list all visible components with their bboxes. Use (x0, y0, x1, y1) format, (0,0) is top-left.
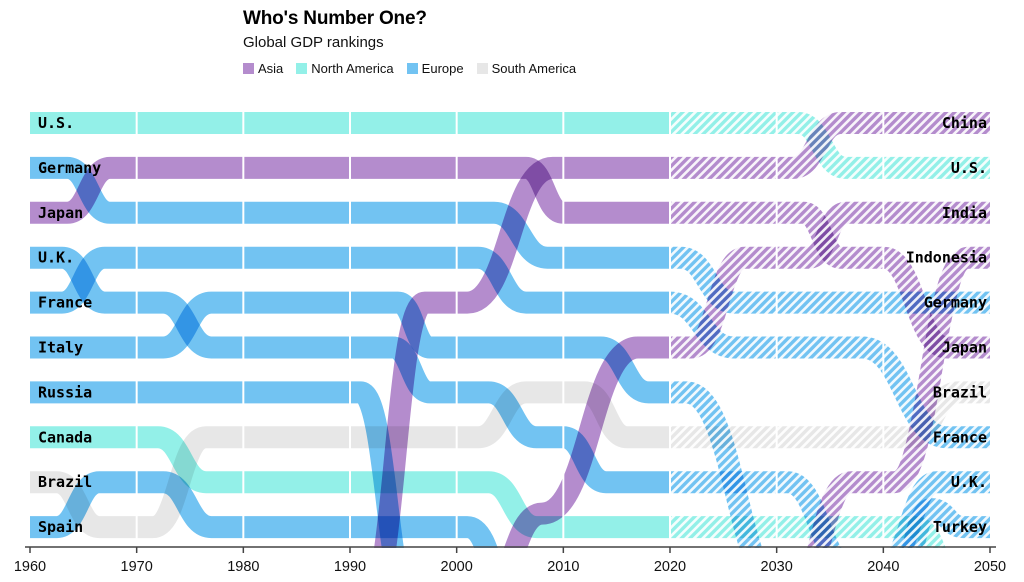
projection-hatch-overlay (670, 100, 993, 548)
legend-item-south-america: South America (476, 61, 577, 76)
legend-label-north-america: North America (311, 61, 394, 76)
legend-swatch-europe (406, 63, 418, 74)
chart-title: Who's Number One? (243, 8, 427, 29)
legend-label-europe: Europe (421, 61, 464, 76)
chart-header: Who's Number One? Global GDP rankings As… (243, 8, 589, 76)
left-label-russia: Russia (38, 383, 92, 401)
x-axis-label-1990: 1990 (334, 559, 366, 575)
right-label-turkey: Turkey (933, 518, 987, 536)
right-label-india: India (942, 204, 987, 222)
legend-item-north-america: North America (296, 61, 394, 76)
right-label-france: France (933, 428, 987, 446)
x-axis-label-1980: 1980 (227, 559, 259, 575)
left-label-france: France (38, 294, 92, 312)
right-label-brazil: Brazil (933, 383, 987, 401)
right-label-china: China (942, 114, 987, 132)
x-axis-label-2010: 2010 (547, 559, 579, 575)
x-axis-label-1970: 1970 (121, 559, 153, 575)
left-label-canada: Canada (38, 428, 92, 446)
x-axis-label-2000: 2000 (441, 559, 473, 575)
right-label-uk: U.K. (951, 473, 987, 491)
left-label-uk: U.K. (38, 249, 74, 267)
ribbon-uk (30, 246, 990, 548)
left-label-spain: Spain (38, 518, 83, 536)
ribbon-spain (30, 471, 498, 548)
legend-swatch-asia (243, 63, 254, 74)
legend-label-south-america: South America (491, 61, 577, 76)
legend-swatch-north-america (296, 63, 308, 74)
x-axis-label-2020: 2020 (654, 559, 686, 575)
x-axis-label-2040: 2040 (867, 559, 899, 575)
left-label-brazil: Brazil (38, 473, 92, 491)
x-axis-label-2030: 2030 (761, 559, 793, 575)
left-label-italy: Italy (38, 339, 83, 357)
x-axis-label-2050: 2050 (974, 559, 1006, 575)
right-label-indonesia: Indonesia (906, 249, 987, 267)
left-label-germany: Germany (38, 159, 101, 177)
right-label-germany: Germany (924, 294, 987, 312)
legend-label-asia: Asia (258, 61, 284, 76)
left-label-japan: Japan (38, 204, 83, 222)
left-label-us: U.S. (38, 114, 74, 132)
right-label-japan: Japan (942, 339, 987, 357)
legend-item-europe: Europe (406, 61, 464, 76)
chart-subtitle: Global GDP rankings (243, 34, 384, 51)
legend-swatch-south-america (476, 63, 488, 74)
legend-item-asia: Asia (243, 61, 283, 76)
x-axis-label-1960: 1960 (14, 559, 46, 575)
right-label-us: U.S. (951, 159, 987, 177)
chart-legend: Asia North America Europe South America (243, 61, 589, 76)
